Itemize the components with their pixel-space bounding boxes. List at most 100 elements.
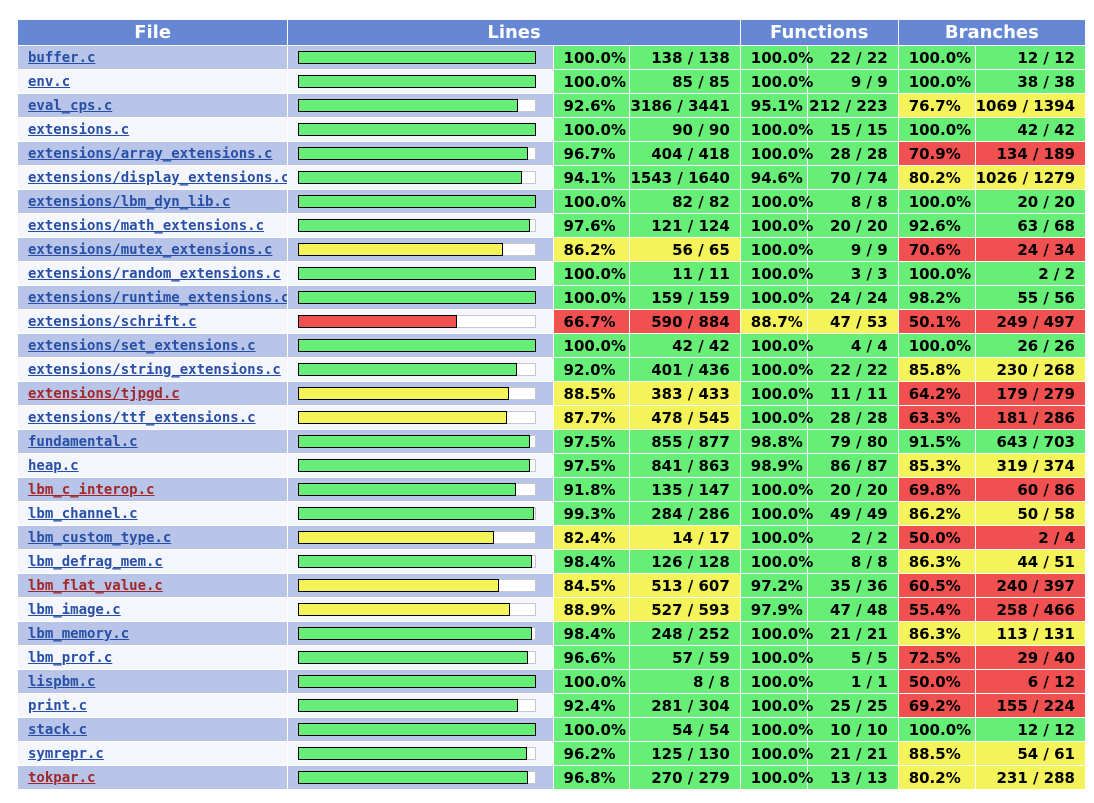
lines-bar-cell	[288, 286, 553, 309]
file-link[interactable]: tokpar.c	[28, 769, 96, 786]
branches-count: 6 / 12	[975, 670, 1085, 693]
lines-count: 90 / 90	[630, 118, 740, 141]
file-link[interactable]: env.c	[28, 73, 71, 90]
file-link[interactable]: heap.c	[28, 457, 79, 474]
file-cell: extensions/string_extensions.c	[18, 358, 288, 381]
functions-header: Functions	[740, 20, 898, 45]
file-link[interactable]: lbm_defrag_mem.c	[28, 553, 163, 570]
functions-count: 21 / 21	[807, 742, 898, 765]
file-cell: symrepr.c	[18, 742, 288, 765]
branches-percent: 100.0%	[898, 718, 975, 741]
coverage-bar-track	[298, 147, 537, 160]
functions-percent: 100.0%	[740, 670, 813, 693]
coverage-bar-track	[298, 579, 537, 592]
branches-percent: 88.5%	[898, 742, 975, 765]
branches-percent: 70.9%	[898, 142, 975, 165]
file-cell: lbm_c_interop.c	[18, 478, 288, 501]
lines-percent: 96.8%	[553, 766, 630, 789]
lines-bar-cell	[288, 622, 553, 645]
file-link[interactable]: extensions/set_extensions.c	[28, 337, 256, 354]
functions-count: 10 / 10	[807, 718, 898, 741]
file-link[interactable]: lbm_channel.c	[28, 505, 138, 522]
lines-count: 54 / 54	[630, 718, 740, 741]
lines-percent: 92.0%	[553, 358, 630, 381]
coverage-bar-track	[298, 363, 537, 376]
coverage-bar-fill	[298, 243, 504, 256]
functions-percent: 100.0%	[740, 70, 813, 93]
file-link[interactable]: extensions/random_extensions.c	[28, 265, 281, 282]
file-link[interactable]: extensions/string_extensions.c	[28, 361, 281, 378]
file-link[interactable]: extensions/runtime_extensions.c	[28, 289, 288, 306]
branches-percent: 85.3%	[898, 454, 975, 477]
coverage-bar-track	[298, 123, 537, 136]
coverage-bar-fill	[298, 147, 529, 160]
file-link[interactable]: lbm_memory.c	[28, 625, 130, 642]
table-row: symrepr.c 96.2% 125 / 130 100.0% 21 / 21 88.5…	[18, 742, 1085, 765]
functions-percent: 100.0%	[740, 262, 813, 285]
file-link[interactable]: extensions.c	[28, 121, 130, 138]
file-link[interactable]: extensions/array_extensions.c	[28, 145, 273, 162]
table-row: lbm_flat_value.c 84.5% 513 / 607 97.2% 35 / …	[18, 574, 1085, 597]
lines-bar-cell	[288, 334, 553, 357]
branches-percent: 85.8%	[898, 358, 975, 381]
file-link[interactable]: stack.c	[28, 721, 88, 738]
lines-count: 135 / 147	[630, 478, 740, 501]
lines-count: 11 / 11	[630, 262, 740, 285]
file-link[interactable]: eval_cps.c	[28, 97, 113, 114]
functions-percent: 100.0%	[740, 142, 813, 165]
functions-count: 1 / 1	[807, 670, 898, 693]
file-link[interactable]: extensions/ttf_extensions.c	[28, 409, 256, 426]
file-link[interactable]: lbm_prof.c	[28, 649, 113, 666]
coverage-bar-fill	[298, 627, 533, 640]
coverage-bar-track	[298, 723, 537, 736]
lines-bar-cell	[288, 310, 553, 333]
branches-percent: 100.0%	[898, 46, 975, 69]
table-row: lbm_custom_type.c 82.4% 14 / 17 100.0% 2 / 2…	[18, 526, 1085, 549]
coverage-bar-fill	[298, 195, 537, 208]
coverage-bar-track	[298, 507, 537, 520]
file-link[interactable]: extensions/schrift.c	[28, 313, 197, 330]
branches-percent: 64.2%	[898, 382, 975, 405]
file-cell: tokpar.c	[18, 766, 288, 789]
coverage-bar-track	[298, 627, 537, 640]
functions-count: 9 / 9	[807, 238, 898, 261]
file-link[interactable]: extensions/tjpgd.c	[28, 385, 180, 402]
functions-count: 28 / 28	[807, 142, 898, 165]
table-row: eval_cps.c 92.6% 3186 / 3441 95.1% 212 / 223…	[18, 94, 1085, 117]
functions-percent: 100.0%	[740, 214, 813, 237]
lines-bar-cell	[288, 262, 553, 285]
file-link[interactable]: lbm_custom_type.c	[28, 529, 172, 546]
lines-count: 121 / 124	[630, 214, 740, 237]
file-link[interactable]: lbm_c_interop.c	[28, 481, 155, 498]
file-link[interactable]: lbm_image.c	[28, 601, 121, 618]
coverage-bar-track	[298, 195, 537, 208]
lines-bar-cell	[288, 166, 553, 189]
lines-bar-cell	[288, 502, 553, 525]
branches-count: 24 / 34	[975, 238, 1085, 261]
file-link[interactable]: fundamental.c	[28, 433, 138, 450]
file-link[interactable]: symrepr.c	[28, 745, 104, 762]
file-link[interactable]: buffer.c	[28, 49, 96, 66]
lines-percent: 100.0%	[553, 190, 630, 213]
file-link[interactable]: extensions/mutex_extensions.c	[28, 241, 273, 258]
file-link[interactable]: lispbm.c	[28, 673, 96, 690]
branches-percent: 50.0%	[898, 670, 975, 693]
file-link[interactable]: extensions/lbm_dyn_lib.c	[28, 193, 231, 210]
functions-percent: 100.0%	[740, 478, 813, 501]
branches-count: 134 / 189	[975, 142, 1085, 165]
lines-count: 1543 / 1640	[630, 166, 740, 189]
functions-percent: 100.0%	[740, 694, 813, 717]
coverage-bar-fill	[298, 387, 510, 400]
functions-count: 212 / 223	[807, 94, 898, 117]
file-link[interactable]: lbm_flat_value.c	[28, 577, 163, 594]
lines-count: 125 / 130	[630, 742, 740, 765]
file-link[interactable]: print.c	[28, 697, 88, 714]
coverage-bar-fill	[298, 363, 518, 376]
file-link[interactable]: extensions/display_extensions.c	[28, 169, 288, 186]
file-link[interactable]: extensions/math_extensions.c	[28, 217, 265, 234]
branches-percent: 98.2%	[898, 286, 975, 309]
coverage-bar-fill	[298, 435, 531, 448]
functions-percent: 95.1%	[740, 94, 807, 117]
branches-count: 55 / 56	[975, 286, 1085, 309]
table-row: extensions/array_extensions.c 96.7% 404 / …	[18, 142, 1085, 165]
